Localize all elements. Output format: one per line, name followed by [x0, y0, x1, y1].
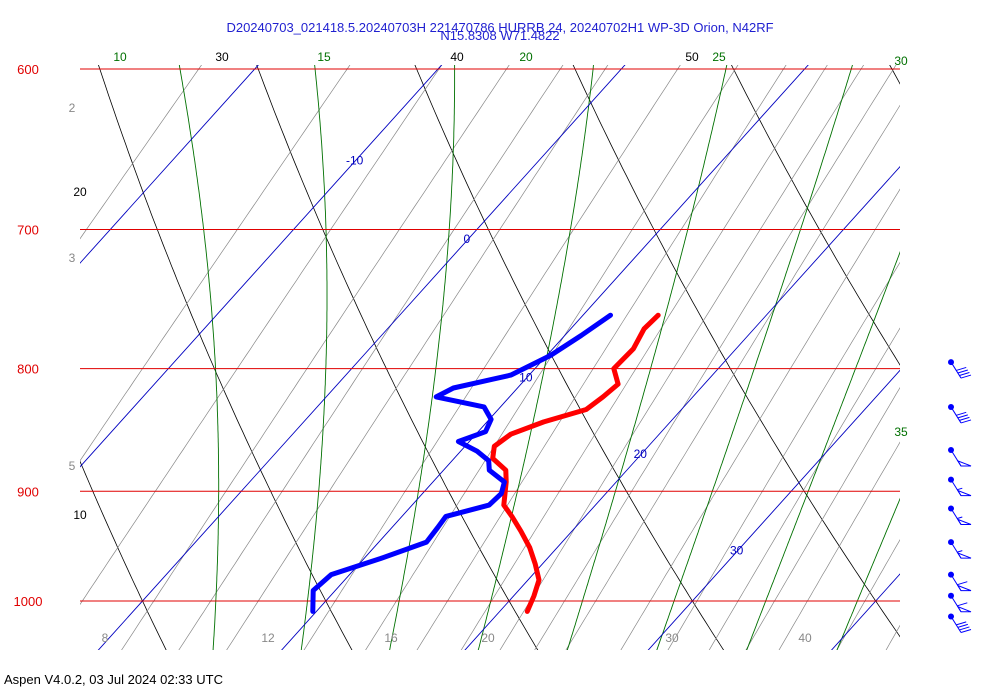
dry-adiabat-line — [98, 65, 353, 650]
dry-adiabat-label: 50 — [685, 50, 699, 64]
temperature-profile-line — [490, 312, 661, 614]
dewpoint-profile-line — [310, 312, 613, 614]
dry-adiabat-line — [256, 65, 539, 650]
moist-adiabat-line — [300, 65, 328, 650]
mixing-ratio-line — [178, 65, 564, 650]
wind-barb — [948, 446, 972, 467]
wind-barb — [948, 592, 972, 613]
dry-adiabat-line — [889, 65, 900, 85]
dry-adiabat-label: 30 — [215, 50, 229, 64]
mixing-ratio-label: 12 — [261, 631, 275, 645]
mixing-ratio-label: 16 — [384, 631, 398, 645]
mixing-ratio-label: 3 — [69, 251, 76, 265]
isotherm-line — [970, 0, 1000, 700]
isotherm-label: 20 — [634, 447, 648, 461]
moist-adiabat-label: 15 — [317, 50, 331, 64]
mixing-ratio-line — [778, 441, 900, 650]
isotherm-line — [97, 65, 626, 650]
moist-adiabat-line — [178, 65, 220, 650]
pressure-label: 900 — [17, 484, 39, 499]
mixing-ratio-label: 2 — [69, 101, 76, 115]
moist-adiabat-line — [566, 65, 728, 650]
mixing-ratio-line — [667, 261, 900, 650]
isotherm-label: 0 — [464, 232, 471, 246]
mixing-ratio-line — [226, 65, 609, 650]
mixing-ratio-line — [745, 386, 900, 650]
wind-barb — [948, 571, 972, 592]
moist-adiabat-line — [746, 251, 900, 650]
dry-adiabat-label: 40 — [450, 50, 464, 64]
mixing-ratio-line — [885, 624, 900, 650]
moist-adiabat-label: 20 — [519, 50, 533, 64]
wind-barb — [948, 403, 972, 424]
moist-adiabat-label: 10 — [113, 50, 127, 64]
mixing-ratio-line — [303, 65, 681, 650]
dry-adiabat-label: 10 — [73, 508, 87, 522]
pressure-label: 800 — [17, 362, 39, 377]
dry-adiabat-line — [731, 65, 900, 366]
isotherm-label: 10 — [519, 370, 533, 384]
mixing-ratio-line — [534, 65, 897, 650]
isotherm-label: -10 — [346, 153, 364, 167]
footer-version: Aspen V4.0.2, 03 Jul 2024 02:33 UTC — [4, 672, 223, 687]
mixing-ratio-line — [80, 65, 351, 462]
isotherm-line — [281, 65, 809, 650]
isotherm-line — [464, 165, 900, 650]
isotherm-line — [80, 65, 259, 264]
moist-adiabat-line — [656, 65, 853, 650]
moist-adiabat-line — [477, 65, 594, 650]
mixing-ratio-label: 30 — [665, 631, 679, 645]
pressure-label: 600 — [17, 62, 39, 77]
pressure-label: 1000 — [14, 594, 43, 609]
dry-adiabat-line — [414, 65, 725, 650]
mixing-ratio-line — [708, 327, 900, 650]
mixing-ratio-label: 8 — [102, 631, 109, 645]
mixing-ratio-label: 40 — [798, 631, 812, 645]
mixing-ratio-line — [836, 539, 900, 650]
moist-adiabat-line — [836, 497, 900, 650]
dry-adiabat-line — [572, 65, 900, 638]
mixing-ratio-line — [121, 65, 510, 650]
wind-barb — [948, 359, 972, 379]
chart-title: D20240703_021418.5.20240703H 221470786 H… — [226, 20, 774, 35]
moist-adiabat-label: 35 — [894, 425, 908, 439]
mixing-ratio-label: 20 — [481, 631, 495, 645]
isotherm-label: 30 — [730, 543, 744, 557]
mixing-ratio-line — [460, 65, 828, 650]
mixing-ratio-line — [620, 188, 900, 650]
mixing-ratio-line — [80, 65, 202, 240]
isotherm-line — [80, 65, 443, 468]
wind-barb — [948, 505, 972, 525]
wind-barb — [948, 613, 972, 633]
isotherm-line — [830, 573, 900, 650]
isotherm-line — [647, 369, 900, 650]
moist-adiabat-line — [389, 65, 456, 650]
wind-barb-column — [948, 359, 972, 633]
mixing-ratio-label: 5 — [69, 459, 76, 473]
wind-barb — [948, 476, 972, 497]
chart-subtitle: N15.8308 W71.4822 — [440, 28, 560, 43]
wind-barb — [948, 539, 972, 559]
moist-adiabat-label: 25 — [712, 50, 726, 64]
mixing-ratio-line — [80, 65, 443, 606]
dry-adiabat-label: 20 — [73, 185, 87, 199]
mixing-ratio-line — [416, 65, 787, 650]
mixing-ratio-line — [499, 65, 865, 650]
mixing-ratio-line — [365, 65, 739, 650]
moist-adiabat-label: 30 — [894, 54, 908, 68]
mixing-ratio-line — [565, 104, 900, 650]
dry-adiabat-line — [0, 0, 3, 700]
pressure-label: 700 — [17, 223, 39, 238]
